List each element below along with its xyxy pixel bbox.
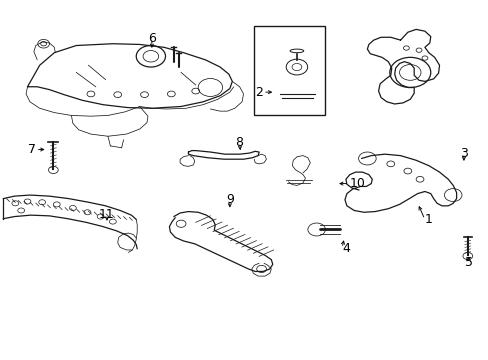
Text: 4: 4 [341,242,349,255]
Bar [254,26,325,116]
Text: 6: 6 [147,32,156,45]
Text: 1: 1 [424,213,432,226]
Text: 2: 2 [255,86,263,99]
Text: 11: 11 [99,208,115,221]
Text: 8: 8 [235,136,243,149]
Text: 9: 9 [225,193,233,206]
Text: 10: 10 [348,177,365,190]
Text: 5: 5 [464,256,472,269]
Text: 7: 7 [28,143,36,156]
Text: 3: 3 [459,147,467,159]
